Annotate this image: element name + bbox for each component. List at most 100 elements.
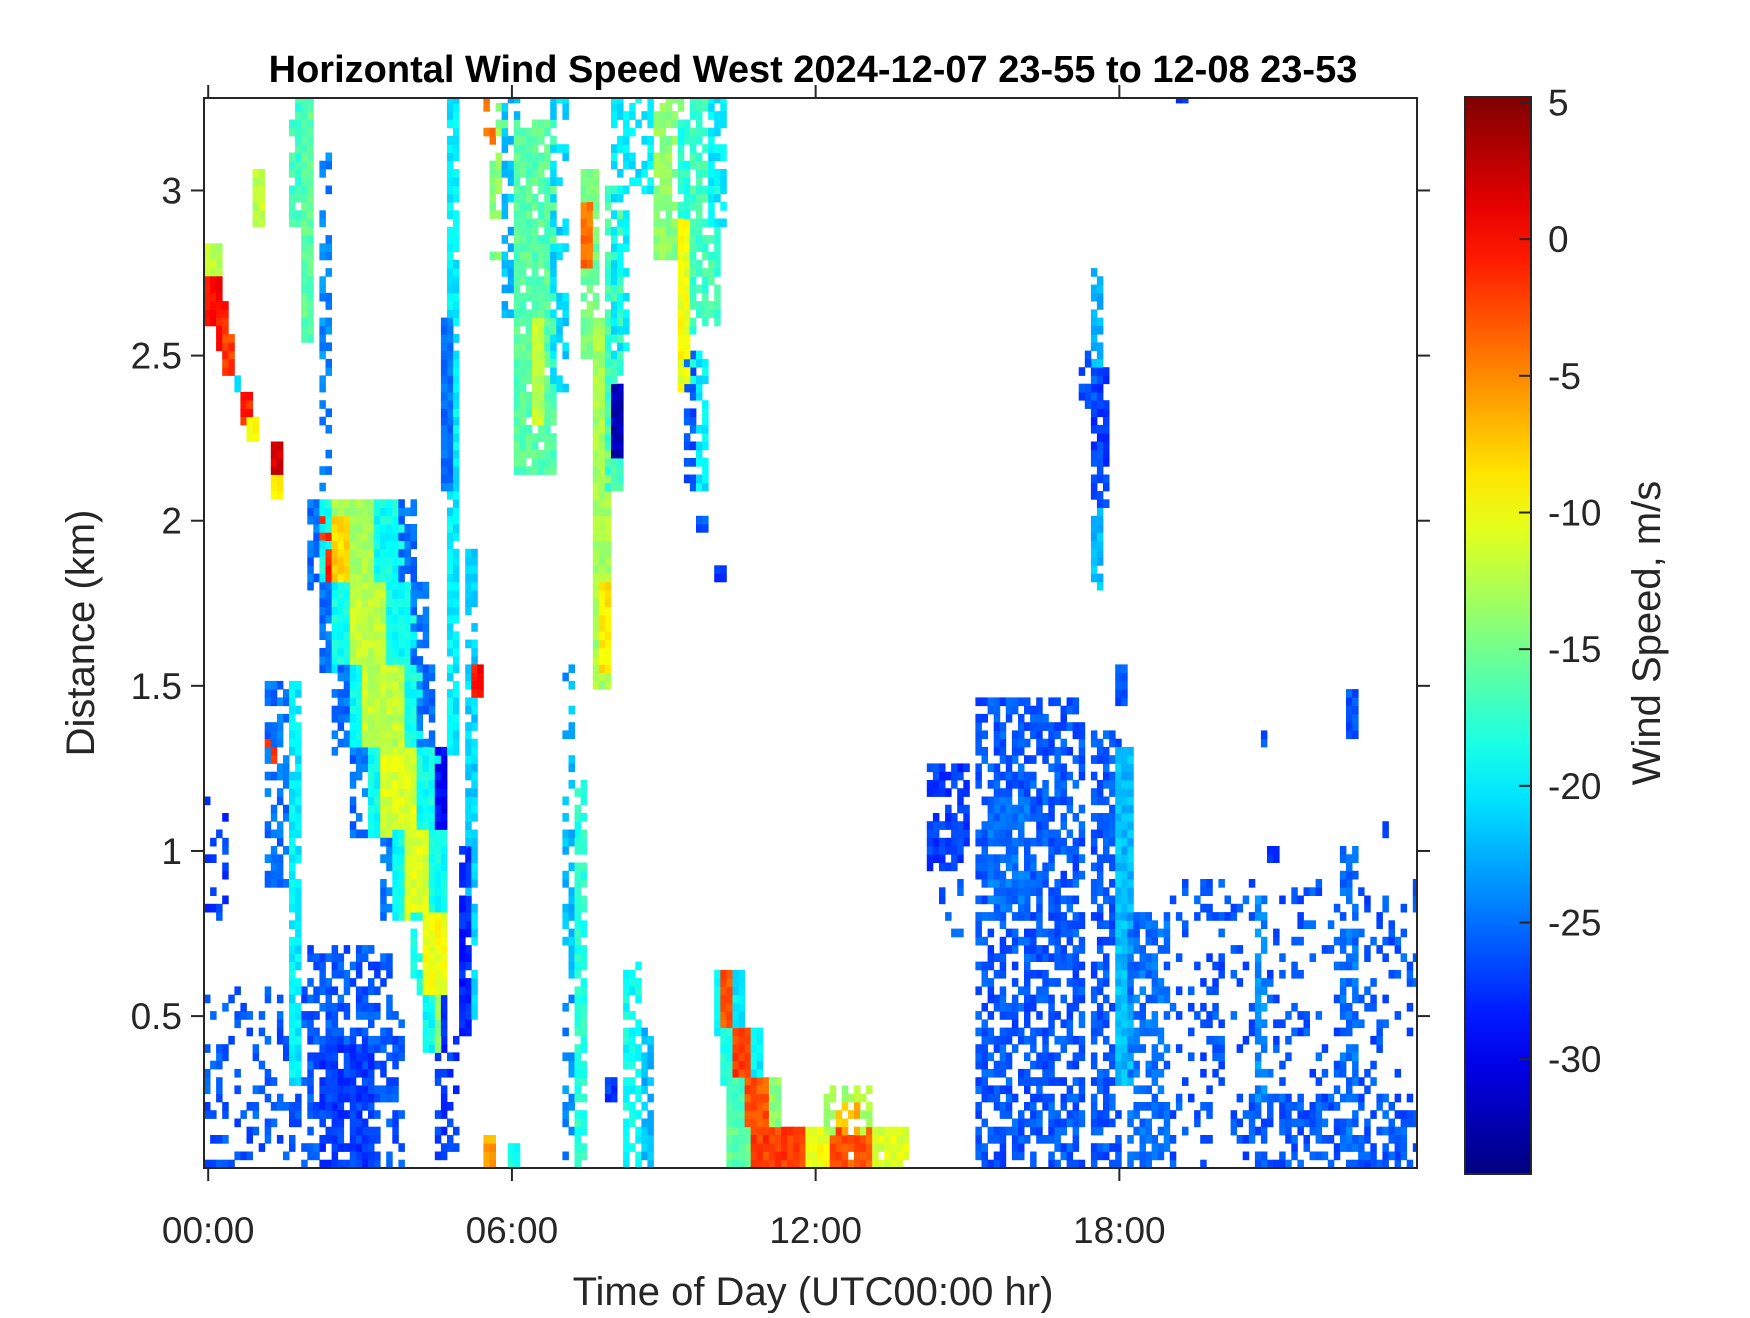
heatmap-cell xyxy=(343,1093,351,1103)
heatmap-cell xyxy=(525,375,533,385)
heatmap-cell xyxy=(440,961,448,971)
heatmap-cell xyxy=(1121,829,1128,839)
heatmap-cell xyxy=(222,1052,229,1062)
heatmap-cell xyxy=(689,268,697,277)
heatmap-cell xyxy=(210,317,217,327)
heatmap-cell xyxy=(805,1151,812,1161)
heatmap-cell xyxy=(932,854,940,863)
heatmap-cell xyxy=(343,499,351,508)
heatmap-cell xyxy=(380,780,387,789)
heatmap-cell xyxy=(1157,978,1165,987)
heatmap-cell xyxy=(216,243,223,252)
heatmap-cell xyxy=(374,813,381,822)
heatmap-cell xyxy=(325,1126,332,1136)
heatmap-cell xyxy=(1090,1126,1098,1136)
heatmap-cell xyxy=(447,441,454,451)
heatmap-cell xyxy=(313,548,320,558)
heatmap-cell xyxy=(295,1118,302,1128)
heatmap-cell xyxy=(1078,986,1086,996)
heatmap-cell xyxy=(1103,1011,1110,1020)
heatmap-cell xyxy=(1200,978,1207,987)
heatmap-cell xyxy=(410,680,417,690)
heatmap-cell xyxy=(1096,978,1104,987)
heatmap-cell xyxy=(404,623,411,632)
heatmap-cell xyxy=(768,1151,776,1161)
heatmap-cell xyxy=(361,730,369,740)
heatmap-cell xyxy=(1054,920,1061,929)
heatmap-cell xyxy=(1005,1035,1013,1045)
heatmap-cell xyxy=(1078,746,1086,756)
heatmap-cell xyxy=(544,185,551,195)
heatmap-cell xyxy=(1121,1044,1128,1053)
heatmap-cell xyxy=(623,1085,630,1095)
heatmap-cell xyxy=(744,1110,752,1119)
heatmap-cell xyxy=(580,953,588,962)
heatmap-cell xyxy=(604,565,612,574)
heatmap-cell xyxy=(598,317,606,327)
heatmap-cell xyxy=(1115,821,1122,830)
heatmap-cell xyxy=(264,746,272,756)
heatmap-cell xyxy=(301,226,308,236)
heatmap-cell xyxy=(598,458,606,467)
heatmap-cell xyxy=(1242,1035,1250,1045)
heatmap-cell xyxy=(568,829,575,839)
heatmap-cell xyxy=(355,540,363,550)
heatmap-cell xyxy=(519,342,527,352)
heatmap-cell xyxy=(453,722,460,731)
heatmap-cell xyxy=(465,573,472,583)
heatmap-cell xyxy=(702,169,709,178)
heatmap-cell xyxy=(708,185,715,195)
heatmap-cell xyxy=(319,969,326,979)
heatmap-cell xyxy=(689,301,697,310)
heatmap-cell xyxy=(1139,1019,1146,1029)
heatmap-cell xyxy=(453,656,460,665)
heatmap-cell xyxy=(258,177,266,186)
heatmap-cell xyxy=(1121,1019,1128,1029)
heatmap-cell xyxy=(1066,705,1074,715)
heatmap-cell xyxy=(1096,424,1104,434)
heatmap-cell xyxy=(404,581,411,591)
heatmap-cell xyxy=(750,1151,758,1161)
heatmap-cell xyxy=(993,837,1001,847)
heatmap-cell xyxy=(1224,912,1231,921)
heatmap-cell xyxy=(331,639,339,649)
heatmap-cell xyxy=(1297,1118,1304,1128)
heatmap-cell xyxy=(410,532,417,541)
heatmap-cell xyxy=(1267,1102,1274,1111)
heatmap-cell xyxy=(349,647,357,657)
heatmap-cell xyxy=(532,408,539,418)
heatmap-cell xyxy=(295,746,302,756)
heatmap-cell xyxy=(1060,738,1067,748)
heatmap-cell xyxy=(1382,953,1389,962)
heatmap-cell xyxy=(307,953,314,962)
heatmap-cell xyxy=(325,614,332,624)
heatmap-cell xyxy=(659,218,667,228)
heatmap-cell xyxy=(702,103,709,112)
heatmap-cell xyxy=(1358,1019,1365,1029)
heatmap-cell xyxy=(1096,821,1104,830)
heatmap-cell xyxy=(629,1027,636,1037)
heatmap-cell xyxy=(604,664,612,674)
heatmap-cell xyxy=(665,144,673,153)
heatmap-cell xyxy=(513,98,521,104)
heatmap-cell xyxy=(453,532,460,541)
heatmap-cell xyxy=(987,986,995,996)
heatmap-cell xyxy=(744,1077,752,1086)
heatmap-cell xyxy=(410,540,417,550)
heatmap-cell xyxy=(647,1135,654,1144)
heatmap-cell xyxy=(519,127,527,137)
heatmap-cell xyxy=(361,499,369,508)
heatmap-cell xyxy=(1151,920,1159,929)
heatmap-cell xyxy=(380,903,387,913)
heatmap-cell xyxy=(538,400,545,409)
heatmap-cell xyxy=(993,994,1001,1004)
heatmap-cell xyxy=(550,309,557,319)
heatmap-cell xyxy=(1273,936,1280,946)
heatmap-cell xyxy=(1127,887,1134,896)
heatmap-cell xyxy=(629,160,636,170)
heatmap-cell xyxy=(1096,1143,1104,1152)
heatmap-cell xyxy=(453,268,460,277)
heatmap-cell xyxy=(1036,713,1043,723)
heatmap-cell xyxy=(1115,1044,1122,1053)
heatmap-cell xyxy=(1224,895,1231,905)
